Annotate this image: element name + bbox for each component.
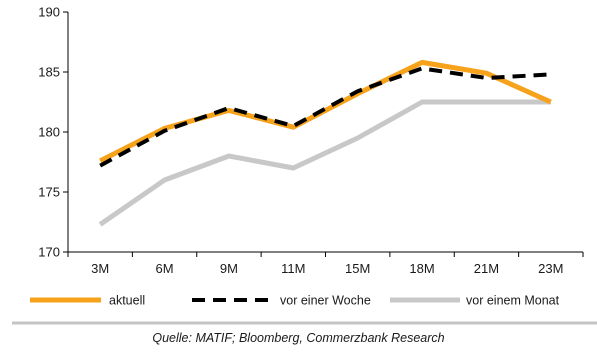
x-tick-label: 9M — [220, 261, 238, 276]
legend-label-vor-einem-monat: vor einem Monat — [466, 294, 560, 308]
y-tick-label: 170 — [38, 245, 60, 260]
legend: aktuell vor einer Woche vor einem Monat — [30, 294, 560, 308]
legend-label-vor-einer-woche: vor einer Woche — [280, 294, 371, 308]
x-tick-label: 18M — [409, 261, 434, 276]
x-tick-label: 6M — [156, 261, 174, 276]
series-layer — [98, 59, 552, 227]
y-tick-label: 190 — [38, 5, 60, 20]
x-tick-label: 3M — [91, 261, 109, 276]
x-tick-label: 11M — [281, 261, 305, 276]
y-tick-label: 185 — [38, 65, 60, 80]
y-tick-label: 180 — [38, 125, 60, 140]
y-tick-label: 175 — [38, 185, 60, 200]
x-tick-label: 15M — [345, 261, 370, 276]
series-line-vor-einer-woche — [99, 66, 551, 168]
x-tick-label: 21M — [474, 261, 499, 276]
series-line-vor-einem-monat — [98, 99, 551, 227]
legend-label-aktuell: aktuell — [109, 294, 145, 308]
source-note: Quelle: MATIF; Bloomberg, Commerzbank Re… — [152, 331, 445, 345]
axes: 170 175 180 185 190 3M 6M 9M 11M 15M 18M 21M 23M — [38, 5, 584, 276]
x-tick-label: 23M — [538, 261, 563, 276]
